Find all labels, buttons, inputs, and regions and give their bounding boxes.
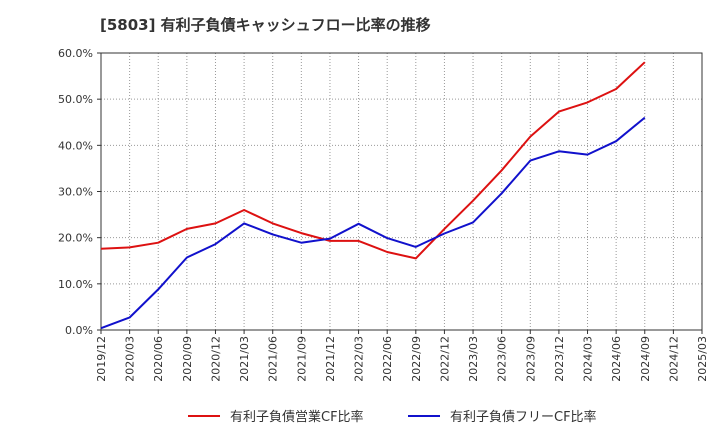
- y-tick-label: 40.0%: [58, 139, 93, 152]
- x-tick-label: 2020/12: [209, 336, 222, 382]
- x-tick-label: 2023/09: [524, 336, 537, 382]
- x-tick-label: 2024/12: [667, 336, 680, 382]
- x-tick-label: 2025/03: [696, 336, 709, 382]
- x-axis-ticks: 2019/12 2020/03 2020/06 2020/09 2020/12 2021/…: [95, 330, 709, 382]
- x-tick-label: 2024/03: [582, 336, 595, 382]
- series-line-2: [100, 116, 646, 330]
- x-tick-label: 2024/09: [639, 336, 652, 382]
- x-tick-label: 2020/06: [152, 336, 165, 382]
- x-tick-label: 2021/09: [295, 336, 308, 382]
- series-line-1: [100, 61, 646, 260]
- y-tick-label: 10.0%: [58, 278, 93, 291]
- legend-label-2: 有利子負債フリーCF比率: [450, 409, 597, 425]
- x-tick-label: 2023/03: [467, 336, 480, 382]
- y-tick-label: 50.0%: [58, 93, 93, 106]
- legend: 有利子負債営業CF比率 有利子負債フリーCF比率: [188, 409, 597, 425]
- x-tick-label: 2024/06: [610, 336, 623, 382]
- y-tick-label: 30.0%: [58, 186, 93, 199]
- x-tick-label: 2020/03: [124, 336, 137, 382]
- legend-label-1: 有利子負債営業CF比率: [230, 409, 364, 425]
- x-tick-label: 2022/12: [438, 336, 451, 382]
- x-tick-label: 2021/12: [324, 336, 337, 382]
- series-lines: [100, 61, 646, 330]
- grid-lines: [100, 52, 703, 331]
- x-tick-label: 2022/03: [353, 336, 366, 382]
- y-axis-ticks: 0.0% 10.0% 20.0% 30.0% 40.0% 50.0% 60.0%: [58, 47, 101, 337]
- chart-title: [5803] 有利子負債キャッシュフロー比率の推移: [100, 16, 431, 34]
- x-tick-label: 2020/09: [181, 336, 194, 382]
- x-tick-label: 2021/03: [238, 336, 251, 382]
- x-tick-label: 2019/12: [95, 336, 108, 382]
- y-tick-label: 20.0%: [58, 232, 93, 245]
- x-tick-label: 2023/12: [553, 336, 566, 382]
- x-tick-label: 2022/06: [381, 336, 394, 382]
- y-tick-label: 0.0%: [65, 324, 93, 337]
- y-tick-label: 60.0%: [58, 47, 93, 60]
- x-tick-label: 2021/06: [267, 336, 280, 382]
- x-tick-label: 2022/09: [410, 336, 423, 382]
- x-tick-label: 2023/06: [496, 336, 509, 382]
